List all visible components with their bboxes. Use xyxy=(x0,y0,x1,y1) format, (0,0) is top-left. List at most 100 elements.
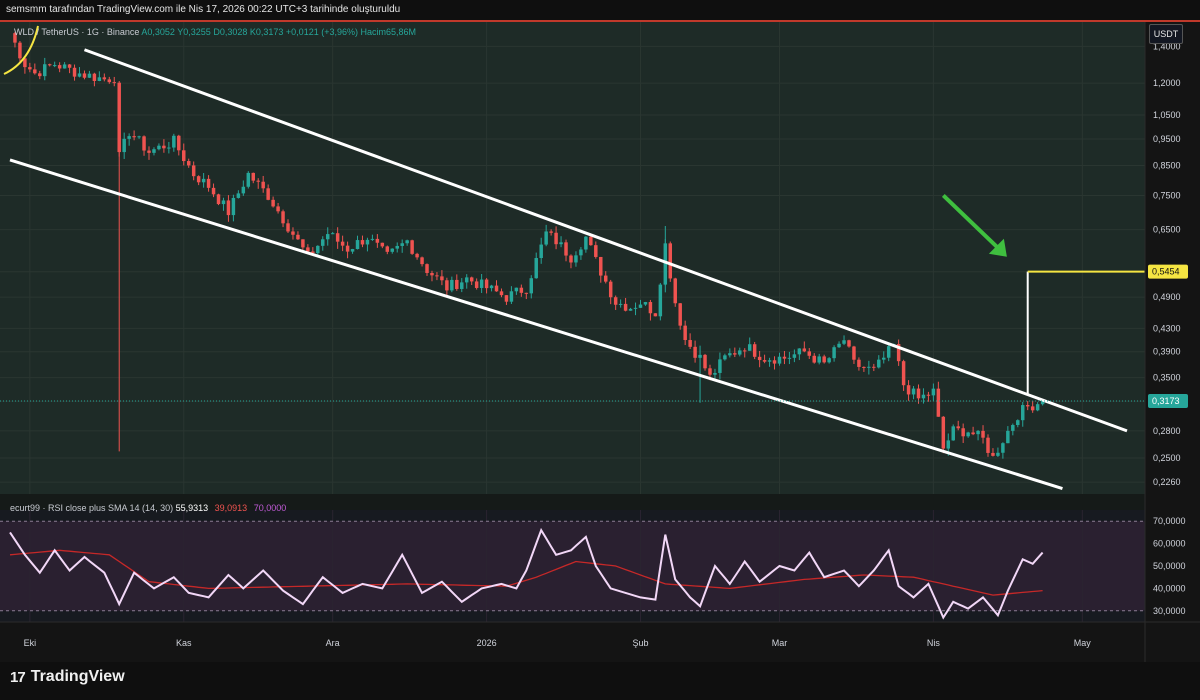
candle-body xyxy=(951,426,955,441)
symbol-legend[interactable]: WLD / TetherUS · 1G · Binance A0,3052 Y0… xyxy=(14,27,416,37)
candle-body xyxy=(862,366,866,368)
tradingview-brand[interactable]: 17 TradingView xyxy=(10,666,125,688)
candle-body xyxy=(792,354,797,358)
candle-body xyxy=(301,239,305,248)
candle-body xyxy=(703,354,707,369)
y-tick-label: 0,2500 xyxy=(1153,453,1181,463)
candle-body xyxy=(450,279,454,291)
current-price-tag xyxy=(1148,394,1188,409)
candle-body xyxy=(1030,406,1035,411)
candle-body xyxy=(618,303,623,305)
candle-body xyxy=(281,211,285,224)
candle-body xyxy=(767,360,772,362)
candle-body xyxy=(52,65,57,67)
candle-body xyxy=(762,360,767,362)
candle-body xyxy=(633,307,638,309)
candle-body xyxy=(524,292,529,294)
y-tick-label: 0,6500 xyxy=(1153,225,1181,235)
candle-body xyxy=(906,385,911,395)
y-tick-label: 0,4900 xyxy=(1153,292,1181,302)
rsi-name[interactable]: ecurt99 · RSI close plus SMA 14 (14, 30) xyxy=(10,503,174,513)
candle-body xyxy=(1001,443,1005,453)
rsi-tick-label: 60,0000 xyxy=(1153,539,1186,549)
candle-body xyxy=(57,65,62,69)
candle-body xyxy=(291,231,295,235)
candle-body xyxy=(872,366,876,368)
candle-body xyxy=(886,346,891,358)
target-price-tag xyxy=(1148,264,1188,279)
candle-body xyxy=(430,272,434,276)
candle-body xyxy=(738,350,742,355)
y-tick-label: 1,4000 xyxy=(1153,41,1181,51)
candle-body xyxy=(1040,401,1045,405)
candle-body xyxy=(723,355,727,360)
candle-body xyxy=(832,347,836,359)
channel-upper-line xyxy=(83,48,1128,433)
candle-body xyxy=(172,135,176,148)
symbol-name[interactable]: WLD / TetherUS · 1G · Binance xyxy=(14,27,140,37)
x-tick-label: 2026 xyxy=(477,638,497,648)
x-tick-label: Ara xyxy=(326,638,340,648)
candle-body xyxy=(445,280,449,291)
candle-body xyxy=(802,348,807,352)
candle-body xyxy=(82,73,87,78)
candle-body xyxy=(330,233,335,235)
green-arrow-head-icon xyxy=(988,238,1007,257)
rsi-extra-value: 70,0000 xyxy=(253,503,287,513)
candle-body xyxy=(693,346,697,358)
candle-body xyxy=(564,242,568,256)
ohlc-high: Y0,3255 xyxy=(177,27,211,37)
candle-body xyxy=(817,356,821,363)
rsi-tick-label: 50,0000 xyxy=(1153,561,1186,571)
candle-body xyxy=(504,295,509,302)
candle-body xyxy=(772,360,777,364)
volume-value: Hacim65,86M xyxy=(360,27,417,37)
y-tick-label: 0,2800 xyxy=(1153,426,1181,436)
candle-body xyxy=(420,257,424,265)
rsi-legend[interactable]: ecurt99 · RSI close plus SMA 14 (14, 30)… xyxy=(10,503,286,513)
y-tick-label: 0,4300 xyxy=(1153,323,1181,333)
candle-body xyxy=(713,372,717,375)
candle-body xyxy=(926,394,931,396)
candle-body xyxy=(455,279,459,289)
candle-body xyxy=(147,150,151,153)
candle-body xyxy=(777,356,782,364)
candle-body xyxy=(613,297,618,305)
candle-body xyxy=(956,426,960,429)
candle-body xyxy=(206,178,211,188)
candle-body xyxy=(509,291,514,302)
candle-body xyxy=(916,388,921,399)
candle-body xyxy=(519,287,524,293)
candle-body xyxy=(241,186,246,194)
price-chart-canvas[interactable]: Eki Kas Ara 2026 Şub Mar Nis May 1,4000 1,2000 1,0… xyxy=(0,22,1200,662)
candle-body xyxy=(325,234,330,240)
candle-body xyxy=(97,77,102,82)
x-tick-label: Kas xyxy=(176,638,192,648)
candle-body xyxy=(559,242,563,245)
candle-body xyxy=(201,178,206,183)
rsi-tick-label: 30,0000 xyxy=(1153,606,1186,616)
currency-unit-label[interactable]: USDT xyxy=(1153,29,1179,39)
candle-body xyxy=(335,233,340,242)
candle-body xyxy=(469,277,474,282)
candle-body xyxy=(306,247,310,252)
time-axis-bg xyxy=(0,622,1145,662)
candle-body xyxy=(251,172,255,181)
candle-body xyxy=(390,248,394,252)
candle-body xyxy=(946,440,951,449)
candle-body xyxy=(18,42,22,59)
rsi-sma-value: 39,0913 xyxy=(214,503,248,513)
candle-body xyxy=(67,64,72,68)
candle-body xyxy=(911,388,916,395)
candle-body xyxy=(375,238,380,243)
candle-body xyxy=(842,340,846,344)
currency-unit-button[interactable]: USDT xyxy=(1149,24,1183,44)
candle-body xyxy=(658,284,663,317)
highlight-arc xyxy=(3,25,39,75)
candle-body xyxy=(1011,425,1015,431)
x-tick-label: Eki xyxy=(24,638,37,648)
candle-body xyxy=(474,281,479,288)
candle-body xyxy=(638,304,643,308)
candle-body xyxy=(857,359,861,367)
candle-body xyxy=(847,340,851,347)
